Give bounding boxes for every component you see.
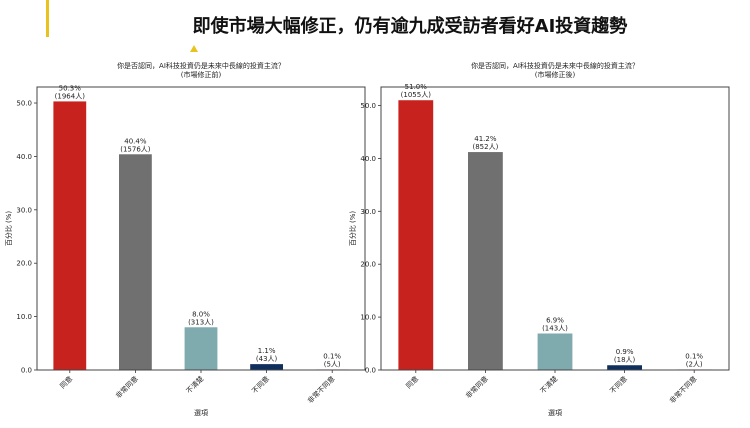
y-axis-label: 百分比 (%) xyxy=(348,211,357,247)
data-count: (5人) xyxy=(324,360,341,368)
y-tick-label: 10.0 xyxy=(16,313,32,321)
x-tick-label: 非常不同意 xyxy=(306,374,337,405)
x-tick-label: 非常同意 xyxy=(464,374,490,400)
y-tick-label: 30.0 xyxy=(360,208,376,216)
y-tick-label: 0.0 xyxy=(365,367,376,375)
y-tick-label: 20.0 xyxy=(16,260,32,268)
y-tick-label: 40.0 xyxy=(360,155,376,163)
x-tick-label: 同意 xyxy=(404,374,420,390)
x-tick-label: 非常不同意 xyxy=(668,374,699,405)
data-count: (1964人) xyxy=(55,92,86,100)
data-label: 6.9% xyxy=(546,317,564,325)
data-label: 40.4% xyxy=(124,137,147,145)
y-tick-label: 20.0 xyxy=(360,261,376,269)
data-label: 41.2% xyxy=(474,135,497,143)
y-tick-label: 0.0 xyxy=(21,367,32,375)
data-count: (313人) xyxy=(188,318,214,326)
x-tick-label: 不同意 xyxy=(250,374,271,395)
bar xyxy=(398,100,434,370)
data-label: 0.1% xyxy=(323,352,341,360)
x-tick-label: 非常同意 xyxy=(114,374,140,400)
y-tick-label: 10.0 xyxy=(360,314,376,322)
bar xyxy=(53,101,87,370)
bar xyxy=(468,152,503,370)
x-tick-label: 不清楚 xyxy=(184,374,205,395)
bar xyxy=(607,365,642,370)
y-tick-label: 50.0 xyxy=(360,102,376,110)
data-label: 50.3% xyxy=(59,84,82,92)
data-label: 8.0% xyxy=(192,310,210,318)
plot-frame xyxy=(380,86,730,371)
chart-subtitle: (市場修正後) xyxy=(535,70,576,79)
y-tick-label: 40.0 xyxy=(16,153,32,161)
x-tick-label: 不同意 xyxy=(608,374,629,395)
bar xyxy=(184,327,218,370)
y-tick-label: 30.0 xyxy=(16,206,32,214)
data-label: 0.1% xyxy=(685,352,703,360)
chart-title: 你是否認同，AI科技投資仍是未來中長線的投資主流？ xyxy=(117,61,285,70)
data-count: (852人) xyxy=(472,143,498,151)
data-count: (1055人) xyxy=(401,91,432,99)
accent-triangle xyxy=(190,45,198,52)
data-label: 0.9% xyxy=(616,348,634,356)
data-label: 1.1% xyxy=(258,347,276,355)
y-tick-label: 50.0 xyxy=(16,100,32,108)
chart-subtitle: (市場修正前) xyxy=(181,70,222,79)
x-axis-label: 選項 xyxy=(194,408,208,417)
data-count: (18人) xyxy=(614,356,636,364)
bar xyxy=(537,333,573,370)
x-axis-label: 選項 xyxy=(548,408,562,417)
y-axis-label: 百分比 (%) xyxy=(4,211,13,247)
chart-title: 你是否認同，AI科技投資仍是未來中長線的投資主流？ xyxy=(471,61,639,70)
bar xyxy=(119,154,152,370)
data-count: (143人) xyxy=(542,325,568,333)
data-count: (43人) xyxy=(256,355,278,363)
accent-bar xyxy=(46,0,49,37)
x-tick-label: 同意 xyxy=(58,374,74,390)
data-count: (1576人) xyxy=(120,145,151,153)
x-tick-label: 不清楚 xyxy=(538,374,559,395)
page-title: 即使市場大幅修正，仍有逾九成受訪者看好AI投資趨勢 xyxy=(192,16,628,37)
bar xyxy=(250,364,283,370)
data-count: (2人) xyxy=(686,360,703,368)
plot-frame xyxy=(36,86,366,371)
